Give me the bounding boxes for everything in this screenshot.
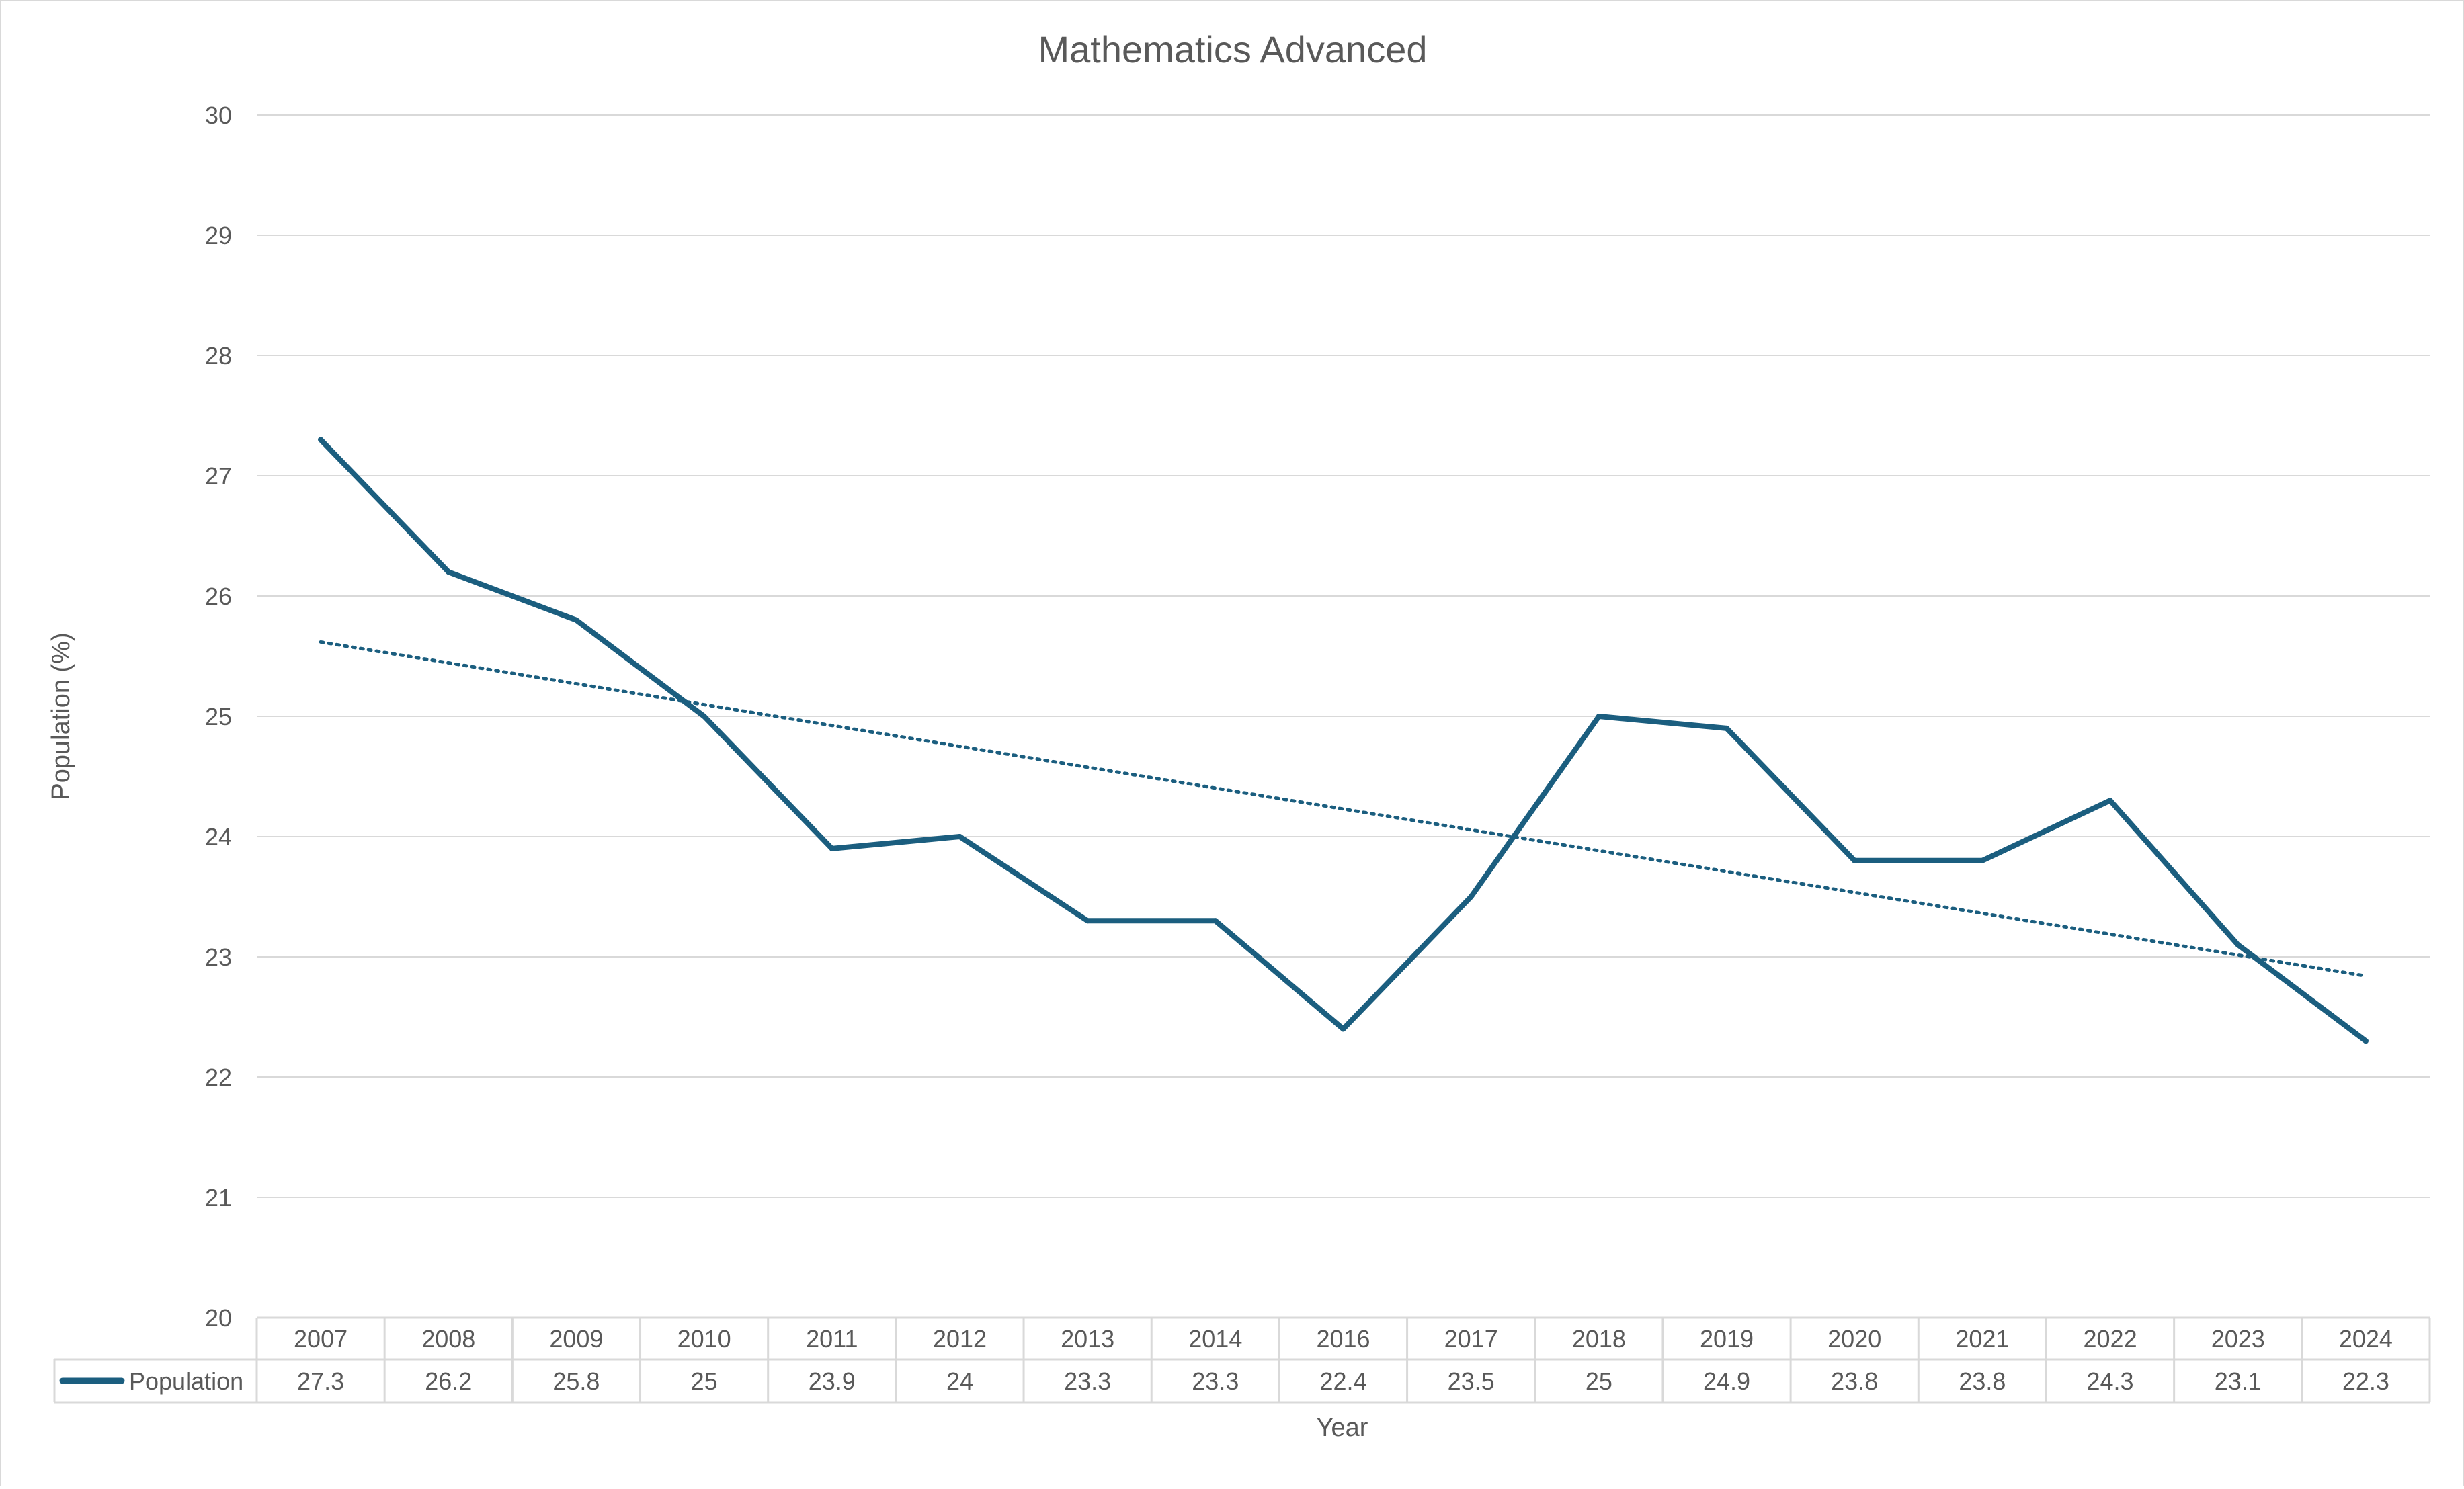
data-label: 24.3 <box>2087 1367 2134 1395</box>
y-axis-label: Population (%) <box>47 632 75 800</box>
x-tick-label: 2021 <box>1955 1325 2009 1353</box>
y-tick-label: 30 <box>205 101 232 129</box>
y-tick-label: 21 <box>205 1184 232 1211</box>
x-tick-label: 2022 <box>2084 1325 2137 1353</box>
data-label: 23.5 <box>1448 1367 1495 1395</box>
data-point <box>701 714 707 719</box>
data-point <box>2235 942 2241 948</box>
data-label: 24 <box>946 1367 973 1395</box>
x-tick-label: 2014 <box>1188 1325 1242 1353</box>
data-label: 22.4 <box>1319 1367 1366 1395</box>
y-tick-label: 28 <box>205 342 232 370</box>
y-tick-label: 26 <box>205 583 232 610</box>
legend-label: Population <box>129 1367 243 1395</box>
x-tick-label: 2011 <box>806 1325 858 1353</box>
data-label: 23.1 <box>2215 1367 2262 1395</box>
x-tick-label: 2012 <box>933 1325 987 1353</box>
series-lines <box>318 437 2369 1044</box>
data-label: 25.8 <box>552 1367 600 1395</box>
y-tick-label: 22 <box>205 1064 232 1091</box>
data-point <box>318 437 324 443</box>
data-point <box>1596 714 1602 719</box>
grid-lines <box>257 114 2430 1198</box>
x-tick-label: 2009 <box>549 1325 603 1353</box>
data-point <box>1468 894 1474 900</box>
data-label: 25 <box>691 1367 718 1395</box>
data-label: 23.3 <box>1192 1367 1239 1395</box>
y-tick-label: 24 <box>205 823 232 851</box>
data-point <box>446 569 452 575</box>
data-label: 23.3 <box>1064 1367 1111 1395</box>
y-tick-label: 27 <box>205 462 232 490</box>
x-tick-label: 2017 <box>1444 1325 1498 1353</box>
data-table: 2007 27.3 2008 26.2 2009 25.8 2010 25 2011 23.9 20… <box>53 1316 2431 1404</box>
data-label: 23.9 <box>809 1367 856 1395</box>
x-tick-label: 2024 <box>2339 1325 2393 1353</box>
data-label: 22.3 <box>2342 1367 2389 1395</box>
y-tick-labels: 20 21 22 23 24 25 26 27 28 29 30 <box>205 101 232 1332</box>
data-label: 24.9 <box>1703 1367 1750 1395</box>
data-point <box>829 845 835 851</box>
y-tick-label: 25 <box>205 703 232 730</box>
x-tick-label: 2010 <box>677 1325 731 1353</box>
data-point <box>2363 1038 2369 1044</box>
trendline <box>319 640 2368 978</box>
x-tick-label: 2018 <box>1572 1325 1626 1353</box>
x-tick-label: 2020 <box>1828 1325 1881 1353</box>
x-axis-label: Year <box>1317 1414 1368 1442</box>
y-tick-label: 23 <box>205 943 232 971</box>
x-tick-label: 2007 <box>294 1325 347 1353</box>
trendline-line <box>319 640 2368 978</box>
y-tick-label: 20 <box>205 1304 232 1332</box>
chart-title: Mathematics Advanced <box>1038 28 1428 71</box>
data-label: 23.8 <box>1831 1367 1878 1395</box>
data-label: 26.2 <box>425 1367 472 1395</box>
x-tick-label: 2019 <box>1700 1325 1754 1353</box>
x-tick-label: 2008 <box>421 1325 475 1353</box>
data-point <box>956 834 962 839</box>
data-label: 25 <box>1586 1367 1612 1395</box>
data-label: 23.8 <box>1959 1367 2006 1395</box>
data-point <box>1213 918 1219 924</box>
x-tick-label: 2013 <box>1061 1325 1114 1353</box>
data-point <box>573 617 579 623</box>
data-point <box>1979 857 1985 863</box>
data-point <box>2107 798 2113 804</box>
data-point <box>1852 857 1858 863</box>
data-point <box>1085 918 1091 924</box>
data-point <box>1340 1026 1346 1032</box>
data-label: 27.3 <box>297 1367 344 1395</box>
x-tick-label: 2016 <box>1316 1325 1370 1353</box>
series-line-population <box>318 437 2369 1044</box>
y-tick-label: 29 <box>205 222 232 249</box>
data-point <box>1724 725 1730 731</box>
x-tick-label: 2023 <box>2211 1325 2265 1353</box>
